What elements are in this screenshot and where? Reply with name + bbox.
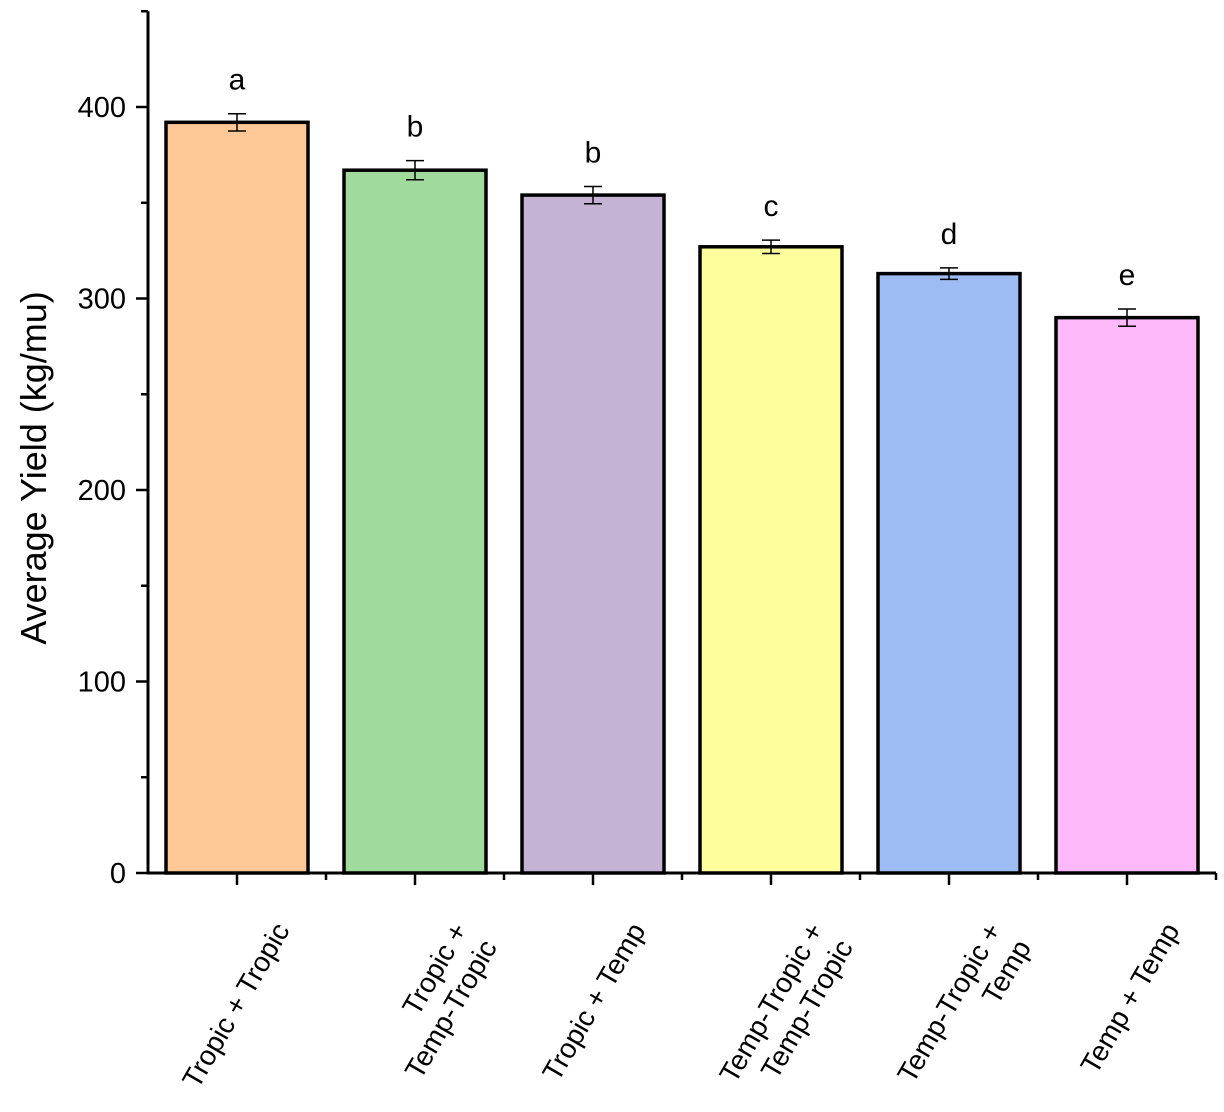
x-tick-label-1: Tropic +Temp-Tropic: [369, 918, 503, 1084]
significance-letter-3: c: [764, 190, 779, 223]
y-tick-label-200: 200: [78, 475, 126, 507]
y-axis: 0 100 200 300 400: [78, 10, 150, 890]
bar-0: [164, 120, 310, 875]
y-axis-label: Average Yield (kg/mu): [13, 291, 54, 645]
significance-letter-4: d: [941, 218, 958, 251]
bar-4: [876, 271, 1022, 875]
significance-letter-0: a: [229, 64, 246, 97]
bar-3: [698, 245, 844, 875]
x-tick-label-line: Tropic + Tropic: [176, 918, 295, 1094]
y-tick-label-0: 0: [110, 858, 126, 890]
x-tick-label-5: Temp + Temp: [1074, 918, 1185, 1079]
x-tick-label-line: Tropic + Temp: [536, 918, 651, 1086]
bar-1: [342, 168, 488, 875]
x-tick-label-0: Tropic + Tropic: [176, 918, 295, 1094]
bar-5: [1054, 315, 1200, 875]
y-tick-label-400: 400: [78, 92, 126, 124]
x-tick-label-4: Temp-Tropic +Temp: [891, 918, 1037, 1105]
significance-letter-1: b: [407, 111, 424, 144]
x-tick-label-line: Temp + Temp: [1074, 918, 1185, 1079]
bar-2: [520, 193, 666, 875]
y-tick-label-300: 300: [78, 284, 126, 316]
x-axis: Tropic + Tropic Tropic +Temp-Tropic Tropic…: [146, 871, 1218, 1105]
bars-group: a b b c d e: [164, 64, 1200, 875]
significance-letter-2: b: [585, 136, 602, 169]
x-tick-label-3: Temp-Tropic +Temp-Tropic: [713, 918, 859, 1105]
x-tick-label-2: Tropic + Temp: [536, 918, 651, 1086]
y-tick-label-100: 100: [78, 667, 126, 699]
significance-letter-5: e: [1119, 259, 1136, 292]
